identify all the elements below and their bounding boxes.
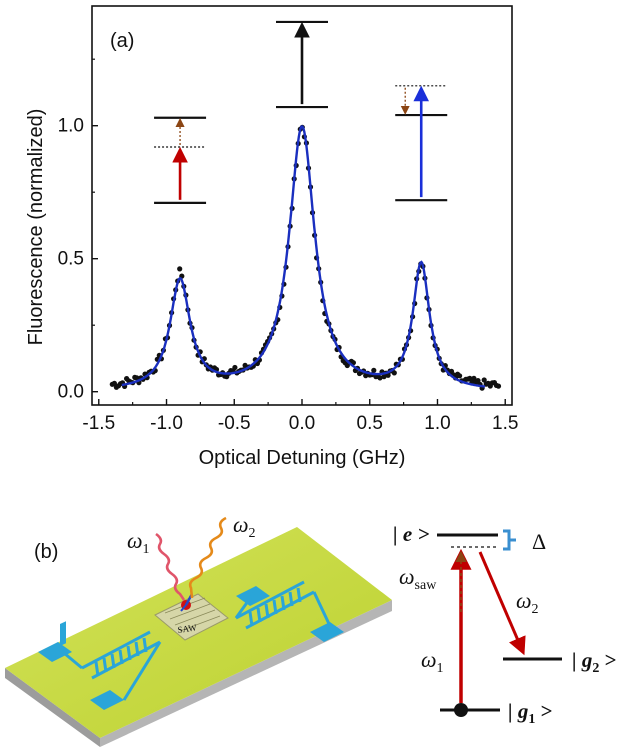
data-point: [495, 383, 502, 389]
panel-b: (b): [5, 512, 617, 747]
data-point: [371, 367, 377, 373]
substrate-side: [5, 668, 100, 747]
fit-curve: [121, 125, 486, 388]
beam-omega1-label: ω1: [127, 528, 150, 557]
beam-omega1: [155, 532, 186, 601]
state-g2-label: | g2 >: [572, 648, 617, 676]
data-point: [457, 373, 463, 379]
axis-ticks: -1.5 -1.0 -0.5 0.0 0.5 1.0 1.5 0.0 0.5 1.0: [58, 58, 518, 434]
left-idt: [38, 621, 124, 710]
y-axis-title: Fluorescence (normalized): [25, 109, 47, 346]
y-tick-label: 1.0: [58, 116, 84, 137]
panel-a-label: (a): [110, 30, 134, 52]
data-point: [391, 370, 397, 376]
data-point: [377, 375, 383, 381]
data-points: [109, 124, 502, 391]
x-tick-label: 0.5: [357, 413, 383, 434]
state-e-label: | e >: [393, 522, 429, 546]
x-tick-label: 1.0: [424, 413, 450, 434]
delta-bracket: [503, 529, 516, 551]
level-schemes: [154, 20, 448, 204]
beam-omega2-label: ω2: [233, 512, 256, 541]
omega2-level-label: ω2: [516, 588, 539, 617]
y-tick-label: 0.0: [58, 382, 84, 403]
emitter-dipole-arrow-back: [180, 604, 187, 612]
y-tick-label: 0.5: [58, 249, 84, 270]
data-point: [177, 266, 183, 272]
x-tick-label: 1.5: [492, 413, 518, 434]
data-point: [111, 380, 117, 386]
x-tick-label: -1.0: [150, 413, 183, 434]
omega1-level-label: ω1: [421, 647, 444, 676]
left-idt-fingers: [57, 630, 162, 701]
beam-omega2: [188, 516, 227, 599]
data-point: [232, 364, 238, 371]
population-dot: [454, 703, 468, 717]
data-point: [385, 372, 391, 378]
state-g1-label: | g1 >: [508, 699, 553, 727]
saw-label: SAW: [177, 622, 198, 635]
panel-a: (a) Fluorescence (normalized) Optical De…: [25, 5, 518, 469]
saw-device: SAW: [5, 527, 392, 747]
x-tick-label: -0.5: [218, 413, 251, 434]
right-idt-fingers: [234, 580, 332, 630]
x-tick-label: 0.0: [289, 413, 315, 434]
energy-level-diagram: Δ | e > ωsaw ω2 ω1 | g2 > | g1 >: [393, 522, 617, 727]
omega-saw-label: ωsaw: [399, 564, 437, 593]
data-point: [475, 378, 481, 384]
x-axis-title: Optical Detuning (GHz): [199, 447, 406, 469]
data-point: [134, 375, 140, 381]
arrow-omega2: [478, 551, 526, 656]
x-tick-label: -1.5: [82, 413, 115, 434]
data-point: [467, 375, 473, 381]
panel-b-label: (b): [34, 541, 58, 563]
delta-label: Δ: [532, 529, 546, 554]
data-point: [481, 377, 487, 383]
